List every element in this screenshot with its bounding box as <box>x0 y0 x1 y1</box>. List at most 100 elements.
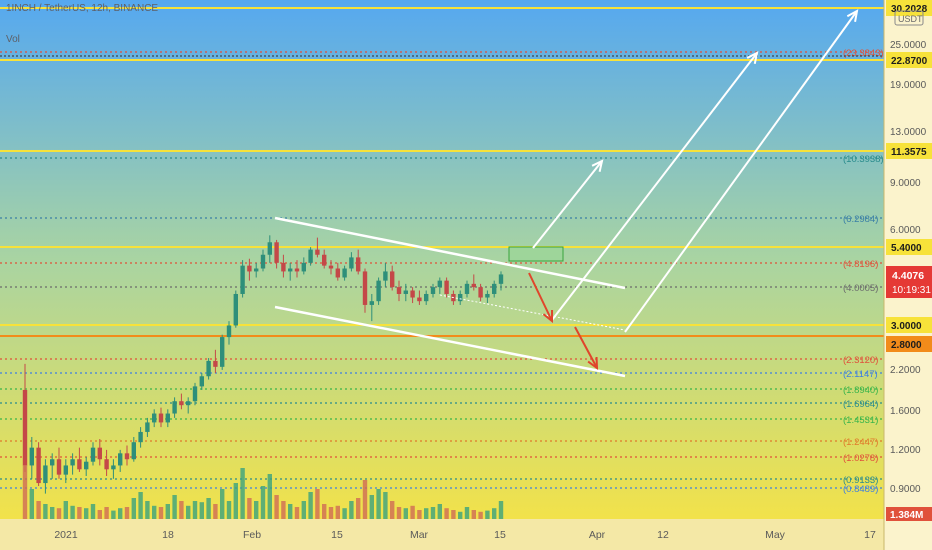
candle-body <box>247 265 252 272</box>
candle-body <box>301 262 306 272</box>
down-arrow-1 <box>528 272 553 322</box>
volume-bar <box>186 505 191 519</box>
candle-countdown: 10:19:31 <box>892 285 931 296</box>
volume-bar <box>396 507 402 519</box>
y-axis-tick-label: 1.2000 <box>890 445 921 456</box>
candle-body <box>104 459 109 470</box>
candle-body <box>29 447 34 466</box>
candle-body <box>213 360 218 367</box>
candle-body <box>172 401 177 414</box>
volume-bar <box>498 501 504 519</box>
candle-body <box>294 268 300 272</box>
candle-body <box>390 271 395 288</box>
volume-bar <box>376 489 381 519</box>
price-line-value: 11.3575 <box>891 147 927 158</box>
volume-bar <box>179 501 184 519</box>
x-axis-label: Mar <box>410 529 429 541</box>
volume-bar <box>192 501 198 519</box>
volume-badge <box>886 507 932 521</box>
candle-body <box>90 447 96 462</box>
current-price-value: 4.4076 <box>892 270 924 282</box>
candle-body <box>349 257 354 269</box>
candle-body <box>417 297 422 302</box>
volume-bar <box>84 508 89 519</box>
down-arrow-2-head <box>587 356 599 371</box>
volume-bar <box>281 501 286 519</box>
x-axis-label: 15 <box>331 529 343 541</box>
down-arrow-2 <box>574 326 598 369</box>
x-axis-label: 12 <box>657 529 669 541</box>
candle-body <box>220 337 225 367</box>
y-axis-tick-label: 6.0000 <box>890 225 921 236</box>
volume-bar <box>131 498 136 519</box>
candle-body <box>254 268 259 272</box>
channel-upper-line <box>274 216 626 290</box>
candle-body <box>424 293 429 302</box>
volume-bar <box>90 504 96 519</box>
volume-bar <box>172 495 177 519</box>
volume-bar <box>77 507 82 519</box>
price-line-value: 22.8700 <box>891 56 928 67</box>
volume-bar <box>335 505 340 519</box>
volume-bar <box>410 505 415 519</box>
volume-bar <box>104 507 109 519</box>
volume-bar <box>97 510 102 519</box>
candle-body <box>233 293 238 326</box>
volume-bar <box>70 505 75 519</box>
volume-bar <box>152 505 157 519</box>
volume-bar <box>206 498 211 519</box>
fib-level-label: (2.3120) <box>843 355 878 366</box>
channel-midline <box>439 294 626 331</box>
volume-bar <box>362 480 368 519</box>
candle-body <box>437 280 442 288</box>
volume-bar <box>424 508 429 519</box>
volume-bar <box>213 504 218 519</box>
currency-badge <box>894 10 924 26</box>
target-box <box>508 246 564 262</box>
projection-arrow-3-head <box>846 9 859 23</box>
candle-body <box>403 290 408 294</box>
down-arrow-1-head <box>542 309 554 324</box>
volume-bar <box>220 489 225 519</box>
volume-bar <box>356 498 361 519</box>
candle-body <box>179 401 184 406</box>
candle-body <box>111 465 116 470</box>
candle-body <box>471 283 476 288</box>
volume-legend: Vol <box>6 34 20 45</box>
price-line-badge <box>886 0 932 16</box>
projection-arrow-3 <box>624 10 858 333</box>
volume-bar <box>322 504 327 519</box>
volume-bar <box>349 501 354 519</box>
candle-body <box>43 465 48 484</box>
price-line-value: 5.4000 <box>891 243 922 254</box>
y-axis-tick-label: 2.2000 <box>890 365 921 376</box>
candle-body <box>328 265 334 269</box>
x-axis-label: 2021 <box>54 529 78 541</box>
price-line-badge <box>886 143 932 159</box>
volume-bar <box>328 507 334 519</box>
price-line-badge <box>886 239 932 255</box>
time-axis-panel <box>0 519 884 550</box>
projection-arrow-2-head <box>746 51 759 64</box>
candle-body <box>342 268 347 278</box>
volume-bar <box>403 508 408 519</box>
volume-bar <box>471 510 476 519</box>
fib-level-label: (23.3843) <box>843 48 884 59</box>
candle-body <box>267 242 272 255</box>
y-axis-tick-label: 25.0000 <box>890 40 927 51</box>
candle-body <box>124 453 130 460</box>
candle-body <box>322 254 327 266</box>
candle-body <box>56 459 62 475</box>
volume-bar <box>444 508 449 519</box>
volume-bar <box>43 504 48 519</box>
volume-bar <box>240 468 245 519</box>
volume-bar <box>274 495 279 519</box>
fib-level-label: (1.6964) <box>843 399 878 410</box>
price-line-badge <box>886 336 932 352</box>
candle-body <box>192 386 198 402</box>
candle-body <box>138 431 143 443</box>
candle-body <box>131 442 136 460</box>
volume-bar <box>464 507 470 519</box>
volume-bar <box>478 511 483 519</box>
